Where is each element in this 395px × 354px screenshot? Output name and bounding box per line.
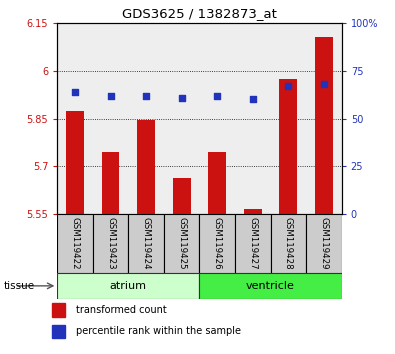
Bar: [164, 214, 199, 273]
Bar: [52, 303, 65, 317]
Text: GSM119425: GSM119425: [177, 217, 186, 269]
Bar: [199, 214, 235, 273]
Point: [107, 93, 114, 98]
Point: [250, 97, 256, 102]
Point: [321, 81, 327, 87]
Text: GSM119426: GSM119426: [213, 217, 222, 269]
Text: tissue: tissue: [4, 281, 35, 291]
Text: transformed count: transformed count: [76, 305, 166, 315]
Text: atrium: atrium: [110, 281, 147, 291]
Point: [143, 93, 149, 98]
Bar: [280, 79, 297, 214]
Text: percentile rank within the sample: percentile rank within the sample: [76, 326, 241, 336]
Text: GSM119428: GSM119428: [284, 217, 293, 269]
Bar: [128, 214, 164, 273]
Text: GSM119423: GSM119423: [106, 217, 115, 269]
Title: GDS3625 / 1382873_at: GDS3625 / 1382873_at: [122, 7, 277, 21]
Bar: [66, 110, 84, 214]
Bar: [52, 325, 65, 338]
Text: GSM119424: GSM119424: [142, 217, 150, 269]
Bar: [173, 177, 191, 214]
Text: GSM119422: GSM119422: [71, 217, 79, 269]
Point: [214, 93, 220, 98]
Bar: [244, 209, 262, 214]
Bar: [199, 273, 342, 299]
Bar: [57, 273, 199, 299]
Text: GSM119427: GSM119427: [248, 217, 257, 269]
Bar: [235, 214, 271, 273]
Bar: [93, 214, 128, 273]
Bar: [137, 120, 155, 214]
Bar: [102, 152, 120, 214]
Bar: [306, 214, 342, 273]
Bar: [57, 214, 93, 273]
Point: [285, 83, 292, 89]
Text: GSM119429: GSM119429: [320, 217, 328, 269]
Bar: [209, 152, 226, 214]
Text: ventricle: ventricle: [246, 281, 295, 291]
Point: [179, 95, 185, 101]
Bar: [271, 214, 306, 273]
Point: [72, 89, 78, 95]
Bar: [315, 37, 333, 214]
